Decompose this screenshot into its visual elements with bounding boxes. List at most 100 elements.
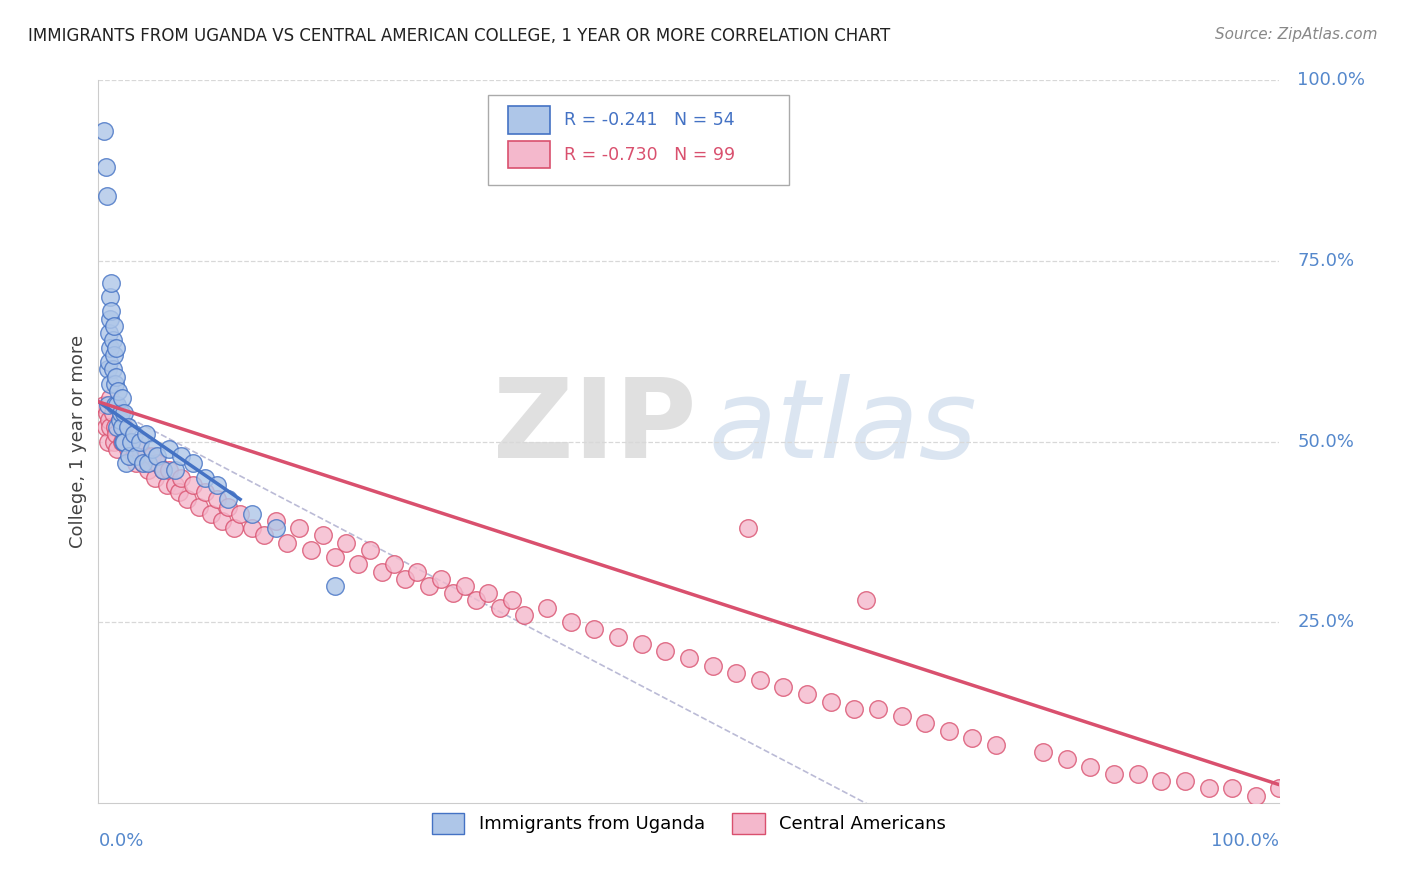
Point	[323, 579, 346, 593]
Point	[97, 398, 120, 412]
Point	[176, 492, 198, 507]
Point	[1102, 767, 1125, 781]
Point	[489, 600, 512, 615]
Point	[121, 434, 143, 449]
Point	[141, 442, 163, 456]
Point	[1174, 774, 1197, 789]
Point	[156, 478, 179, 492]
Point	[93, 398, 115, 412]
Point	[165, 478, 187, 492]
Point	[104, 376, 127, 391]
Point	[104, 420, 127, 434]
Point	[98, 420, 121, 434]
Point	[654, 644, 676, 658]
Point	[98, 413, 121, 427]
Point	[105, 341, 128, 355]
Point	[97, 362, 120, 376]
Text: 0.0%: 0.0%	[98, 831, 143, 850]
Point	[430, 572, 453, 586]
Point	[560, 615, 582, 630]
Point	[93, 124, 115, 138]
Text: 100.0%: 100.0%	[1298, 71, 1365, 89]
Point	[98, 355, 121, 369]
Point	[441, 586, 464, 600]
Point	[128, 442, 150, 456]
Point	[347, 558, 370, 572]
Point	[844, 702, 866, 716]
Point	[108, 413, 131, 427]
Point	[855, 593, 877, 607]
Text: 50.0%: 50.0%	[1298, 433, 1354, 450]
Bar	[508, 106, 550, 134]
Point	[312, 528, 335, 542]
Text: 100.0%: 100.0%	[1212, 831, 1279, 850]
Point	[240, 507, 263, 521]
Point	[108, 413, 131, 427]
Point	[132, 456, 155, 470]
Text: Source: ZipAtlas.com: Source: ZipAtlas.com	[1215, 27, 1378, 42]
Point	[112, 434, 135, 449]
Point	[141, 449, 163, 463]
FancyBboxPatch shape	[488, 95, 789, 185]
Point	[1198, 781, 1220, 796]
Point	[170, 470, 193, 484]
Point	[118, 449, 141, 463]
Point	[100, 276, 122, 290]
Point	[101, 406, 124, 420]
Point	[335, 535, 357, 549]
Point	[143, 470, 166, 484]
Point	[382, 558, 405, 572]
Point	[98, 376, 121, 391]
Point	[984, 738, 1007, 752]
Text: atlas: atlas	[709, 374, 977, 481]
Point	[105, 369, 128, 384]
Point	[371, 565, 394, 579]
Point	[1220, 781, 1243, 796]
Point	[103, 348, 125, 362]
Point	[200, 507, 222, 521]
Point	[152, 463, 174, 477]
Point	[264, 514, 287, 528]
Point	[136, 456, 159, 470]
Point	[112, 420, 135, 434]
Text: IMMIGRANTS FROM UGANDA VS CENTRAL AMERICAN COLLEGE, 1 YEAR OR MORE CORRELATION C: IMMIGRANTS FROM UGANDA VS CENTRAL AMERIC…	[28, 27, 890, 45]
Point	[299, 542, 322, 557]
Point	[264, 521, 287, 535]
Point	[194, 470, 217, 484]
Point	[135, 427, 157, 442]
Point	[157, 442, 180, 456]
Point	[112, 434, 135, 449]
Point	[114, 456, 136, 470]
Point	[406, 565, 429, 579]
Point	[132, 456, 155, 470]
Point	[288, 521, 311, 535]
Point	[276, 535, 298, 549]
Point	[105, 420, 128, 434]
Point	[112, 406, 135, 420]
Point	[181, 478, 204, 492]
Point	[117, 442, 139, 456]
Point	[167, 485, 190, 500]
Point	[103, 434, 125, 449]
Point	[152, 463, 174, 477]
Point	[702, 658, 724, 673]
Text: R = -0.730   N = 99: R = -0.730 N = 99	[564, 145, 735, 164]
Point	[1032, 745, 1054, 759]
Point	[630, 637, 652, 651]
Point	[1268, 781, 1291, 796]
Point	[103, 318, 125, 333]
Point	[111, 420, 134, 434]
Point	[187, 500, 209, 514]
Point	[737, 521, 759, 535]
Point	[146, 456, 169, 470]
Point	[1056, 752, 1078, 766]
Text: R = -0.241   N = 54: R = -0.241 N = 54	[564, 111, 734, 129]
Point	[98, 341, 121, 355]
Point	[107, 384, 129, 398]
Point	[101, 334, 124, 348]
Text: 75.0%: 75.0%	[1298, 252, 1354, 270]
Point	[1126, 767, 1149, 781]
Point	[121, 434, 143, 449]
Point	[128, 434, 150, 449]
Point	[170, 449, 193, 463]
